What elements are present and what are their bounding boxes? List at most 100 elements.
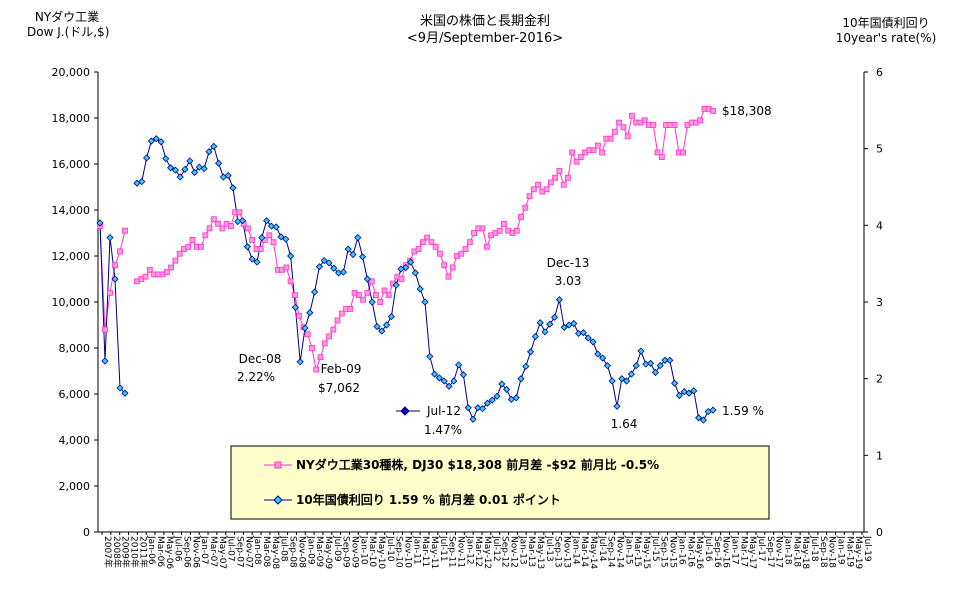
x-tick-label: May-18 — [800, 536, 810, 569]
dow-point — [471, 230, 478, 236]
dow-point — [590, 147, 597, 154]
chart-title: 米国の株価と長期金利 — [419, 14, 550, 29]
x-tick-label: Sep-11 — [447, 536, 457, 568]
x-tick-label: May-14 — [588, 536, 598, 569]
dow-point — [612, 128, 618, 135]
x-tick-label: Sep-09 — [341, 536, 351, 568]
rate-point — [675, 391, 683, 400]
left-tick-label: 0 — [83, 526, 90, 539]
rate-point — [551, 313, 559, 321]
dow-point — [296, 312, 303, 319]
dow-point — [419, 239, 426, 246]
rate-point — [373, 322, 381, 331]
rate-point — [320, 257, 328, 265]
dow-point — [436, 250, 443, 257]
dow-point — [415, 246, 422, 253]
dow-point — [313, 366, 320, 373]
x-tick-label: Jan-14 — [570, 535, 580, 565]
left-tick-label: 8,000 — [59, 342, 91, 355]
x-tick-label: Jul-16 — [703, 535, 713, 562]
dow-point — [172, 257, 179, 264]
x-tick-label: 2008年 — [111, 536, 123, 568]
rate-point — [152, 135, 160, 143]
dow-point — [445, 273, 452, 280]
chart-title-block: 米国の株価と長期金利 <9月/September-2016> — [0, 13, 970, 47]
rate-point — [147, 137, 155, 145]
rate-point — [354, 234, 362, 242]
rate-point — [474, 404, 482, 412]
x-tick-label: Nov-07 — [243, 536, 253, 568]
rate-point — [191, 168, 199, 176]
rate-point — [479, 405, 487, 413]
dow-point — [112, 262, 118, 269]
dow-point — [249, 236, 256, 243]
dow-point — [483, 243, 490, 250]
dow-point — [185, 243, 192, 250]
dow-point — [629, 112, 635, 119]
x-tick-label: 2010年 — [129, 536, 141, 568]
right-tick-label: 6 — [876, 66, 883, 79]
dow-point — [202, 232, 209, 239]
dow-point — [189, 236, 196, 243]
x-tick-label: Jul-18 — [809, 535, 819, 562]
dow-point — [658, 154, 665, 161]
x-tick-label: Sep-16 — [712, 536, 722, 568]
x-tick-label: Jan-08 — [252, 535, 262, 565]
dow-point — [122, 227, 128, 234]
x-tick-label: May-19 — [853, 536, 863, 569]
dow-point — [697, 117, 704, 124]
rate-point — [685, 389, 693, 397]
dow-point — [381, 287, 388, 294]
x-tick-label: May-13 — [535, 536, 545, 569]
dow-point — [163, 269, 170, 276]
x-tick-label: Mar-14 — [579, 536, 589, 567]
dow-point — [257, 246, 264, 253]
series-markers — [96, 105, 717, 424]
dow-point — [176, 250, 183, 257]
x-tick-label: Sep-17 — [765, 536, 775, 568]
rate-point — [584, 334, 592, 342]
dow-point — [338, 310, 345, 317]
left-tick-label: 12,000 — [52, 250, 91, 263]
legend-marker-dow — [274, 461, 282, 469]
dow-point — [287, 278, 294, 285]
x-tick-label: Mar-18 — [791, 536, 801, 567]
rate-point — [493, 392, 501, 400]
rate-point — [171, 166, 179, 174]
dow-point — [577, 154, 584, 161]
dow-point — [368, 278, 375, 285]
rate-point — [181, 165, 189, 173]
rate-point — [541, 328, 549, 336]
right-tick-label: 5 — [876, 143, 883, 156]
x-tick-label: Sep-07 — [235, 536, 245, 568]
annotation-last-rate: 1.59 % — [722, 404, 764, 418]
x-tick-label: Jul-19 — [862, 535, 872, 562]
rate-point — [267, 222, 275, 230]
right-tick-label: 1 — [876, 449, 883, 462]
dow-point — [428, 239, 435, 246]
x-tick-label: Nov-06 — [190, 536, 200, 568]
dow-point — [102, 326, 108, 333]
rate-point — [306, 309, 314, 317]
x-tick-label: Jul-07 — [226, 535, 236, 562]
x-tick-label: Jul-13 — [544, 535, 554, 562]
dow-point — [347, 305, 354, 312]
x-tick-label: Mar-10 — [367, 536, 377, 567]
rate-point — [546, 320, 554, 328]
dow-point — [569, 149, 576, 156]
rate-point — [387, 313, 395, 321]
rate-point — [627, 370, 635, 378]
dow-point — [266, 232, 273, 239]
left-tick-label: 16,000 — [52, 158, 91, 171]
rate-point — [248, 255, 256, 263]
jul12-marker — [400, 406, 410, 416]
rate-point — [426, 352, 434, 360]
x-tick-label: Sep-13 — [553, 536, 563, 568]
x-tick-label: Jan-17 — [729, 535, 739, 565]
dow-point — [334, 317, 341, 324]
dow-point — [641, 117, 648, 124]
annotation-min15-value: 1.64 — [611, 417, 638, 431]
rate-point — [411, 269, 419, 277]
legend-box — [230, 445, 770, 520]
